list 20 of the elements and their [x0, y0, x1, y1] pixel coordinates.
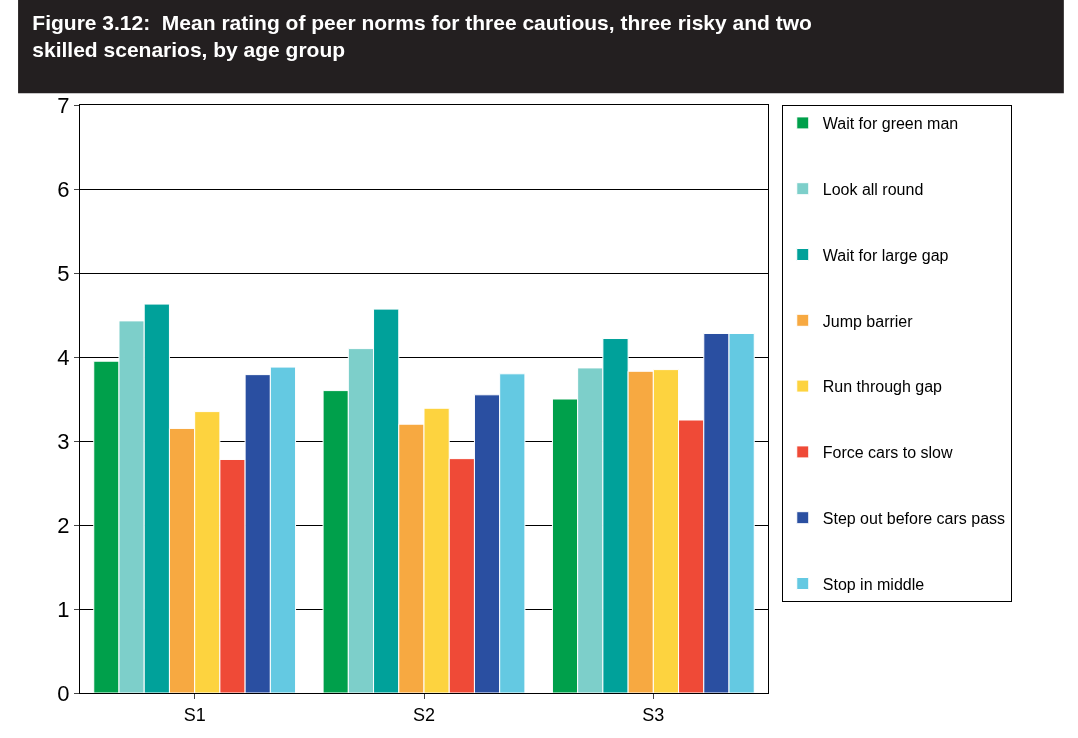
y-tick-label: 5 [57, 260, 70, 286]
y-tick-label: 6 [57, 176, 70, 202]
y-tick-label: 4 [57, 344, 70, 370]
legend-label: Look all round [822, 180, 924, 198]
y-tick-label: 3 [57, 428, 70, 454]
x-tick-label: S2 [412, 704, 436, 725]
chart-title: Figure 3.12: Mean rating of peer norms for three cautious, three risky and two skilled scenarios, by age group [32, 10, 812, 61]
legend-label: Step out before cars pass [822, 509, 1006, 527]
y-tick-label: 2 [57, 512, 70, 538]
y-tick-label: 1 [57, 596, 70, 622]
y-tick-label: 0 [57, 680, 70, 706]
x-tick-label: S3 [642, 704, 665, 725]
legend-label: Stop in middle [822, 575, 925, 593]
legend-label: Wait for large gap [822, 246, 949, 264]
legend-label: Force cars to slow [822, 444, 954, 462]
legend-label: Run through gap [822, 378, 943, 396]
legend-label: Wait for green man [822, 115, 959, 133]
x-tick-label: S1 [183, 704, 206, 725]
y-tick-label: 7 [57, 92, 70, 118]
legend-label: Jump barrier [822, 312, 914, 330]
